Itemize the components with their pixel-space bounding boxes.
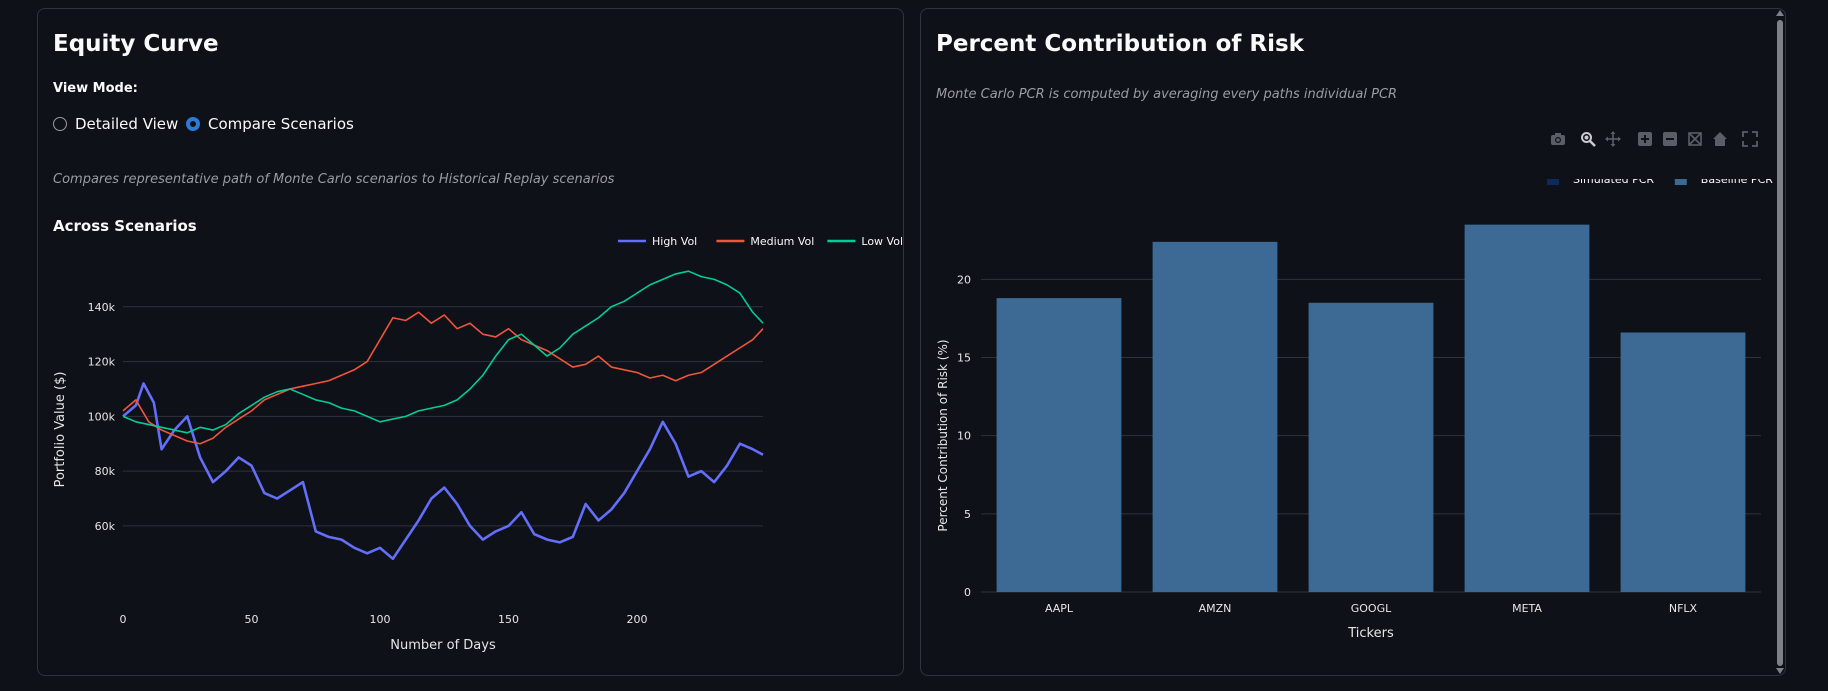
x-axis-label: Number of Days bbox=[390, 638, 496, 653]
y-axis-label: Percent Contribution of Risk (%) bbox=[936, 339, 950, 531]
x-tick-label: GOOGL bbox=[1351, 602, 1392, 615]
y-tick-label: 140k bbox=[88, 301, 116, 314]
y-tick-label: 100k bbox=[88, 410, 116, 423]
radio-compare-scenarios[interactable]: Compare Scenarios bbox=[186, 115, 354, 133]
autoscale-icon[interactable] bbox=[1687, 131, 1703, 147]
x-axis-label: Tickers bbox=[1347, 626, 1394, 641]
series-line-medium-vol bbox=[122, 311, 764, 445]
legend-label: High Vol bbox=[652, 235, 697, 248]
scenario-caption: Compares representative path of Monte Ca… bbox=[53, 172, 615, 187]
x-tick-label: 0 bbox=[120, 613, 127, 626]
x-tick-label: AAPL bbox=[1045, 602, 1074, 615]
page-scrollbar[interactable] bbox=[1776, 10, 1784, 676]
camera-icon[interactable] bbox=[1550, 131, 1566, 147]
series-line-low-vol bbox=[122, 270, 764, 434]
series-line-high-vol bbox=[122, 382, 764, 561]
y-tick-label: 60k bbox=[95, 520, 116, 533]
scrollbar-thumb[interactable] bbox=[1777, 20, 1783, 666]
pcr-bar-chart: 0 5 10 15 20 AAPL AMZN GOOGL META NFLX Tickers Perc… bbox=[936, 179, 1773, 641]
line-chart-body: Across Scenarios 60k 80k 100k 120k 140k 0 50 100… bbox=[53, 217, 903, 653]
view-mode-label: View Mode: bbox=[53, 81, 138, 96]
bar-baseline bbox=[1152, 241, 1278, 593]
x-tick-label: 50 bbox=[245, 613, 259, 626]
legend-swatch bbox=[1547, 179, 1559, 185]
zoom-out-icon[interactable] bbox=[1662, 131, 1678, 147]
radio-label: Detailed View bbox=[75, 115, 179, 133]
x-tick-label: 100 bbox=[370, 613, 391, 626]
y-tick-label: 0 bbox=[964, 586, 971, 599]
chart-title: Across Scenarios bbox=[53, 217, 197, 235]
radio-detailed-view[interactable]: Detailed View bbox=[53, 115, 178, 133]
legend-label: Medium Vol bbox=[750, 235, 814, 248]
radio-circle[interactable] bbox=[53, 117, 67, 131]
zoom-in-icon[interactable] bbox=[1637, 131, 1653, 147]
fullscreen-icon[interactable] bbox=[1742, 131, 1758, 147]
home-icon[interactable] bbox=[1712, 131, 1728, 147]
x-tick-label: NFLX bbox=[1669, 602, 1698, 615]
equity-curve-panel: Equity Curve View Mode: Detailed View Co… bbox=[37, 8, 904, 676]
bar-baseline bbox=[1464, 224, 1590, 592]
equity-line-chart: Across Scenarios 60k 80k 100k 120k 140k 0 50 100… bbox=[53, 217, 903, 653]
y-tick-label: 5 bbox=[964, 508, 971, 521]
radio-label: Compare Scenarios bbox=[208, 115, 354, 133]
scroll-up-arrow-icon[interactable] bbox=[1776, 10, 1784, 16]
legend-swatch bbox=[1674, 179, 1687, 185]
bar-baseline bbox=[1620, 332, 1746, 592]
y-tick-label: 80k bbox=[95, 465, 116, 478]
scroll-down-arrow-icon[interactable] bbox=[1776, 668, 1784, 674]
panel-title: Percent Contribution of Risk bbox=[936, 31, 1304, 57]
zoom-icon[interactable] bbox=[1580, 131, 1596, 147]
y-tick-label: 120k bbox=[88, 356, 116, 369]
pcr-panel: Percent Contribution of Risk Monte Carlo… bbox=[920, 8, 1786, 676]
chart-toolbar bbox=[1541, 131, 1758, 147]
y-tick-label: 15 bbox=[957, 352, 971, 365]
y-tick-label: 20 bbox=[957, 273, 971, 286]
bar-baseline bbox=[1308, 302, 1434, 592]
x-tick-label: META bbox=[1512, 602, 1542, 615]
x-tick-label: 150 bbox=[498, 613, 519, 626]
x-tick-label: 200 bbox=[627, 613, 648, 626]
legend-label: Baseline PCR bbox=[1701, 179, 1773, 186]
radio-circle[interactable] bbox=[186, 117, 200, 131]
x-tick-label: AMZN bbox=[1199, 602, 1232, 615]
legend-label: Low Vol bbox=[861, 235, 903, 248]
bar-baseline bbox=[996, 298, 1122, 592]
pan-icon[interactable] bbox=[1605, 131, 1621, 147]
panel-title: Equity Curve bbox=[53, 31, 219, 57]
pcr-caption: Monte Carlo PCR is computed by averaging… bbox=[936, 87, 1398, 102]
y-axis-label: Portfolio Value ($) bbox=[53, 372, 68, 488]
y-tick-label: 10 bbox=[957, 430, 971, 443]
legend-label: Simulated PCR bbox=[1573, 179, 1654, 186]
